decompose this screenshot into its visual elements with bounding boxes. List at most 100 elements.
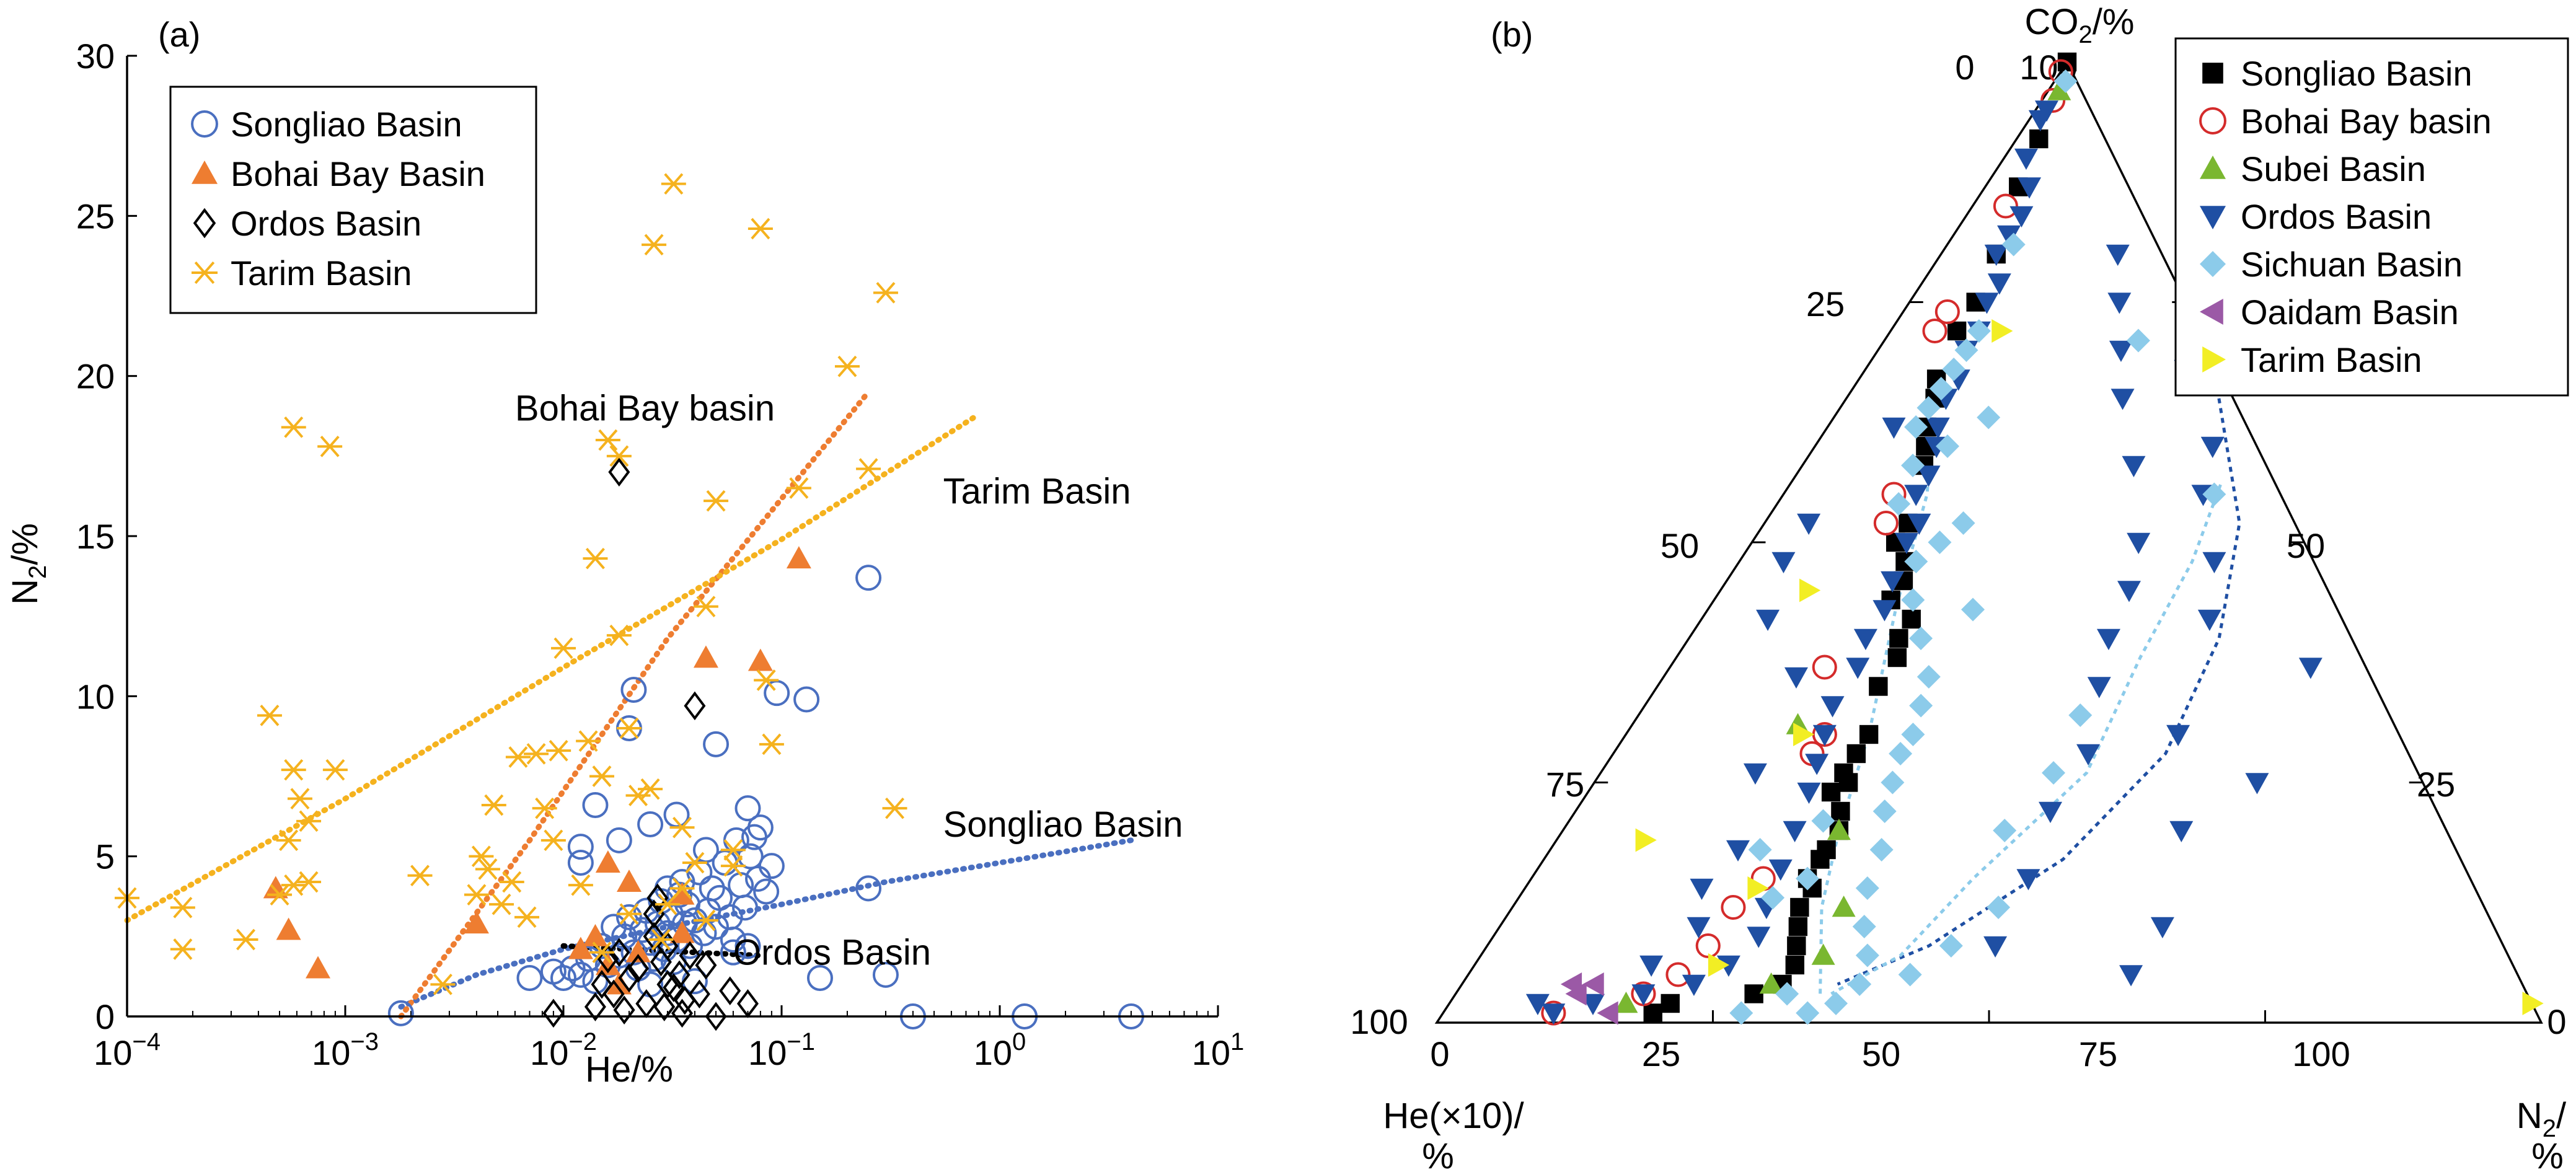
point-bohai-bay-basin — [1812, 654, 1837, 680]
point-songliao-basin — [516, 965, 543, 991]
point-tarim-basin — [669, 878, 695, 899]
point-songliao-basin — [637, 811, 664, 837]
guide-curve-0 — [1837, 388, 2241, 986]
point-ordos-basin — [1975, 293, 1999, 314]
point-ordos-basin — [2202, 552, 2226, 573]
apex-title-sub: 2 — [2079, 21, 2093, 48]
point-tarim-basin — [606, 445, 632, 467]
legend-a-box — [169, 86, 537, 314]
bottom-tick-75: 75 — [2079, 1034, 2117, 1073]
point-sichuan-basin — [1909, 627, 1933, 650]
point-songliao-basin — [764, 680, 790, 707]
point-subei-basin — [1811, 943, 1835, 965]
legend-a-marker-bohai-bay-basin — [192, 161, 218, 184]
point-tarim-basin — [464, 884, 489, 905]
point-tarim-basin — [489, 893, 514, 915]
n2-axis-label-sub: 2 — [2543, 1115, 2556, 1142]
point-tarim-basin — [1708, 953, 1730, 977]
point-tarim-basin — [281, 759, 306, 781]
point-ordos-basin — [1682, 974, 1706, 996]
point-ordos-basin — [2096, 628, 2120, 650]
point-ordos-basin — [2009, 206, 2034, 227]
point-songliao-basin — [1790, 897, 1809, 917]
point-tarim-basin — [576, 730, 601, 752]
point-ordos-basin — [656, 932, 679, 961]
point-ordos-basin — [1853, 628, 1877, 650]
point-songliao-basin — [550, 965, 576, 991]
point-sichuan-basin — [1967, 319, 1991, 343]
y-tick-label-25: 25 — [76, 196, 115, 236]
point-tarim-basin — [1793, 723, 1815, 746]
legend-b-label-tarim-basin: Tarim Basin — [2241, 340, 2422, 379]
point-songliao-basin — [734, 933, 761, 959]
point-bohai-bay-basin — [568, 936, 593, 959]
point-sichuan-basin — [1951, 511, 1975, 535]
point-ordos-basin — [671, 998, 694, 1028]
y-axis-title-sub: 2 — [24, 565, 51, 579]
point-sichuan-basin — [1852, 915, 1876, 938]
point-bohai-bay-basin — [1993, 193, 2018, 219]
x-tick-label-4: 100 — [974, 1028, 1026, 1072]
point-ordos-basin — [643, 899, 665, 928]
point-songliao-basin — [1889, 628, 1908, 648]
point-tarim-basin — [276, 829, 301, 852]
point-tarim-basin — [589, 765, 614, 787]
point-ordos-basin — [1812, 725, 1837, 746]
point-bohai-bay-basin — [306, 956, 331, 979]
point-songliao-basin — [703, 731, 730, 757]
point-tarim-basin — [720, 839, 746, 861]
y-tick-label-20: 20 — [76, 357, 115, 396]
annotation-tarim-basin: Tarim Basin — [943, 472, 1131, 512]
point-ordos-basin — [2197, 609, 2221, 631]
point-songliao-basin — [1846, 744, 1866, 764]
legend-b-box — [2174, 37, 2569, 397]
point-ordos-basin — [1639, 955, 1664, 977]
point-tarim-basin — [606, 624, 632, 646]
point-songliao-basin — [567, 961, 594, 988]
point-sichuan-basin — [1928, 531, 1952, 554]
point-ordos-basin — [653, 992, 676, 1021]
point-sichuan-basin — [1796, 866, 1820, 891]
point-tarim-basin — [616, 717, 642, 739]
point-tarim-basin — [1799, 578, 1821, 602]
point-songliao-basin — [567, 834, 594, 860]
point-ordos-basin — [1797, 782, 1821, 804]
point-sichuan-basin — [1887, 492, 1911, 516]
point-bohai-bay-basin — [583, 923, 608, 946]
x-tick-label-2: 10−2 — [530, 1028, 597, 1072]
point-sichuan-basin — [1929, 377, 1953, 400]
point-ordos-basin — [1872, 600, 1897, 622]
legend-b-marker-songliao-basin — [2202, 63, 2223, 84]
point-sichuan-basin — [1936, 434, 1960, 458]
point-songliao-basin — [1661, 994, 1680, 1013]
legend-b-marker-sichuan-basin — [2200, 251, 2226, 277]
point-ordos-basin — [695, 951, 717, 980]
he-axis-label-line1: He(×10)/ — [1383, 1096, 1524, 1136]
point-songliao-basin — [1887, 648, 1907, 668]
point-tarim-basin — [748, 218, 773, 240]
bl-corner-tick: 100 — [1350, 1002, 1408, 1041]
point-ordos-basin — [2150, 917, 2174, 938]
y-tick-label-15: 15 — [76, 517, 115, 556]
point-ordos-basin — [1631, 984, 1656, 1006]
legend-a-label-tarim-basin: Tarim Basin — [231, 253, 412, 293]
point-ordos-basin — [2016, 869, 2040, 891]
point-tarim-basin — [296, 810, 322, 832]
point-sichuan-basin — [1811, 809, 1835, 833]
n2-axis-label-line1: N2/ — [2516, 1096, 2567, 1142]
point-tarim-basin — [481, 794, 506, 816]
point-sichuan-basin — [2068, 703, 2093, 727]
point-sichuan-basin — [1824, 992, 1848, 1015]
point-sichuan-basin — [1942, 358, 1966, 381]
point-songliao-basin — [1831, 801, 1850, 821]
point-bohai-bay-basin — [625, 940, 651, 963]
point-songliao-basin — [1821, 782, 1841, 802]
bottom-tick-50: 50 — [1862, 1034, 1900, 1073]
point-ordos-basin — [1525, 994, 1550, 1015]
point-ordos-basin — [2298, 658, 2322, 679]
point-tarim-basin — [693, 596, 718, 617]
point-songliao-basin — [606, 827, 632, 853]
point-tarim-basin — [754, 669, 779, 691]
point-ordos-basin — [2028, 110, 2052, 131]
point-sichuan-basin — [2126, 328, 2150, 353]
